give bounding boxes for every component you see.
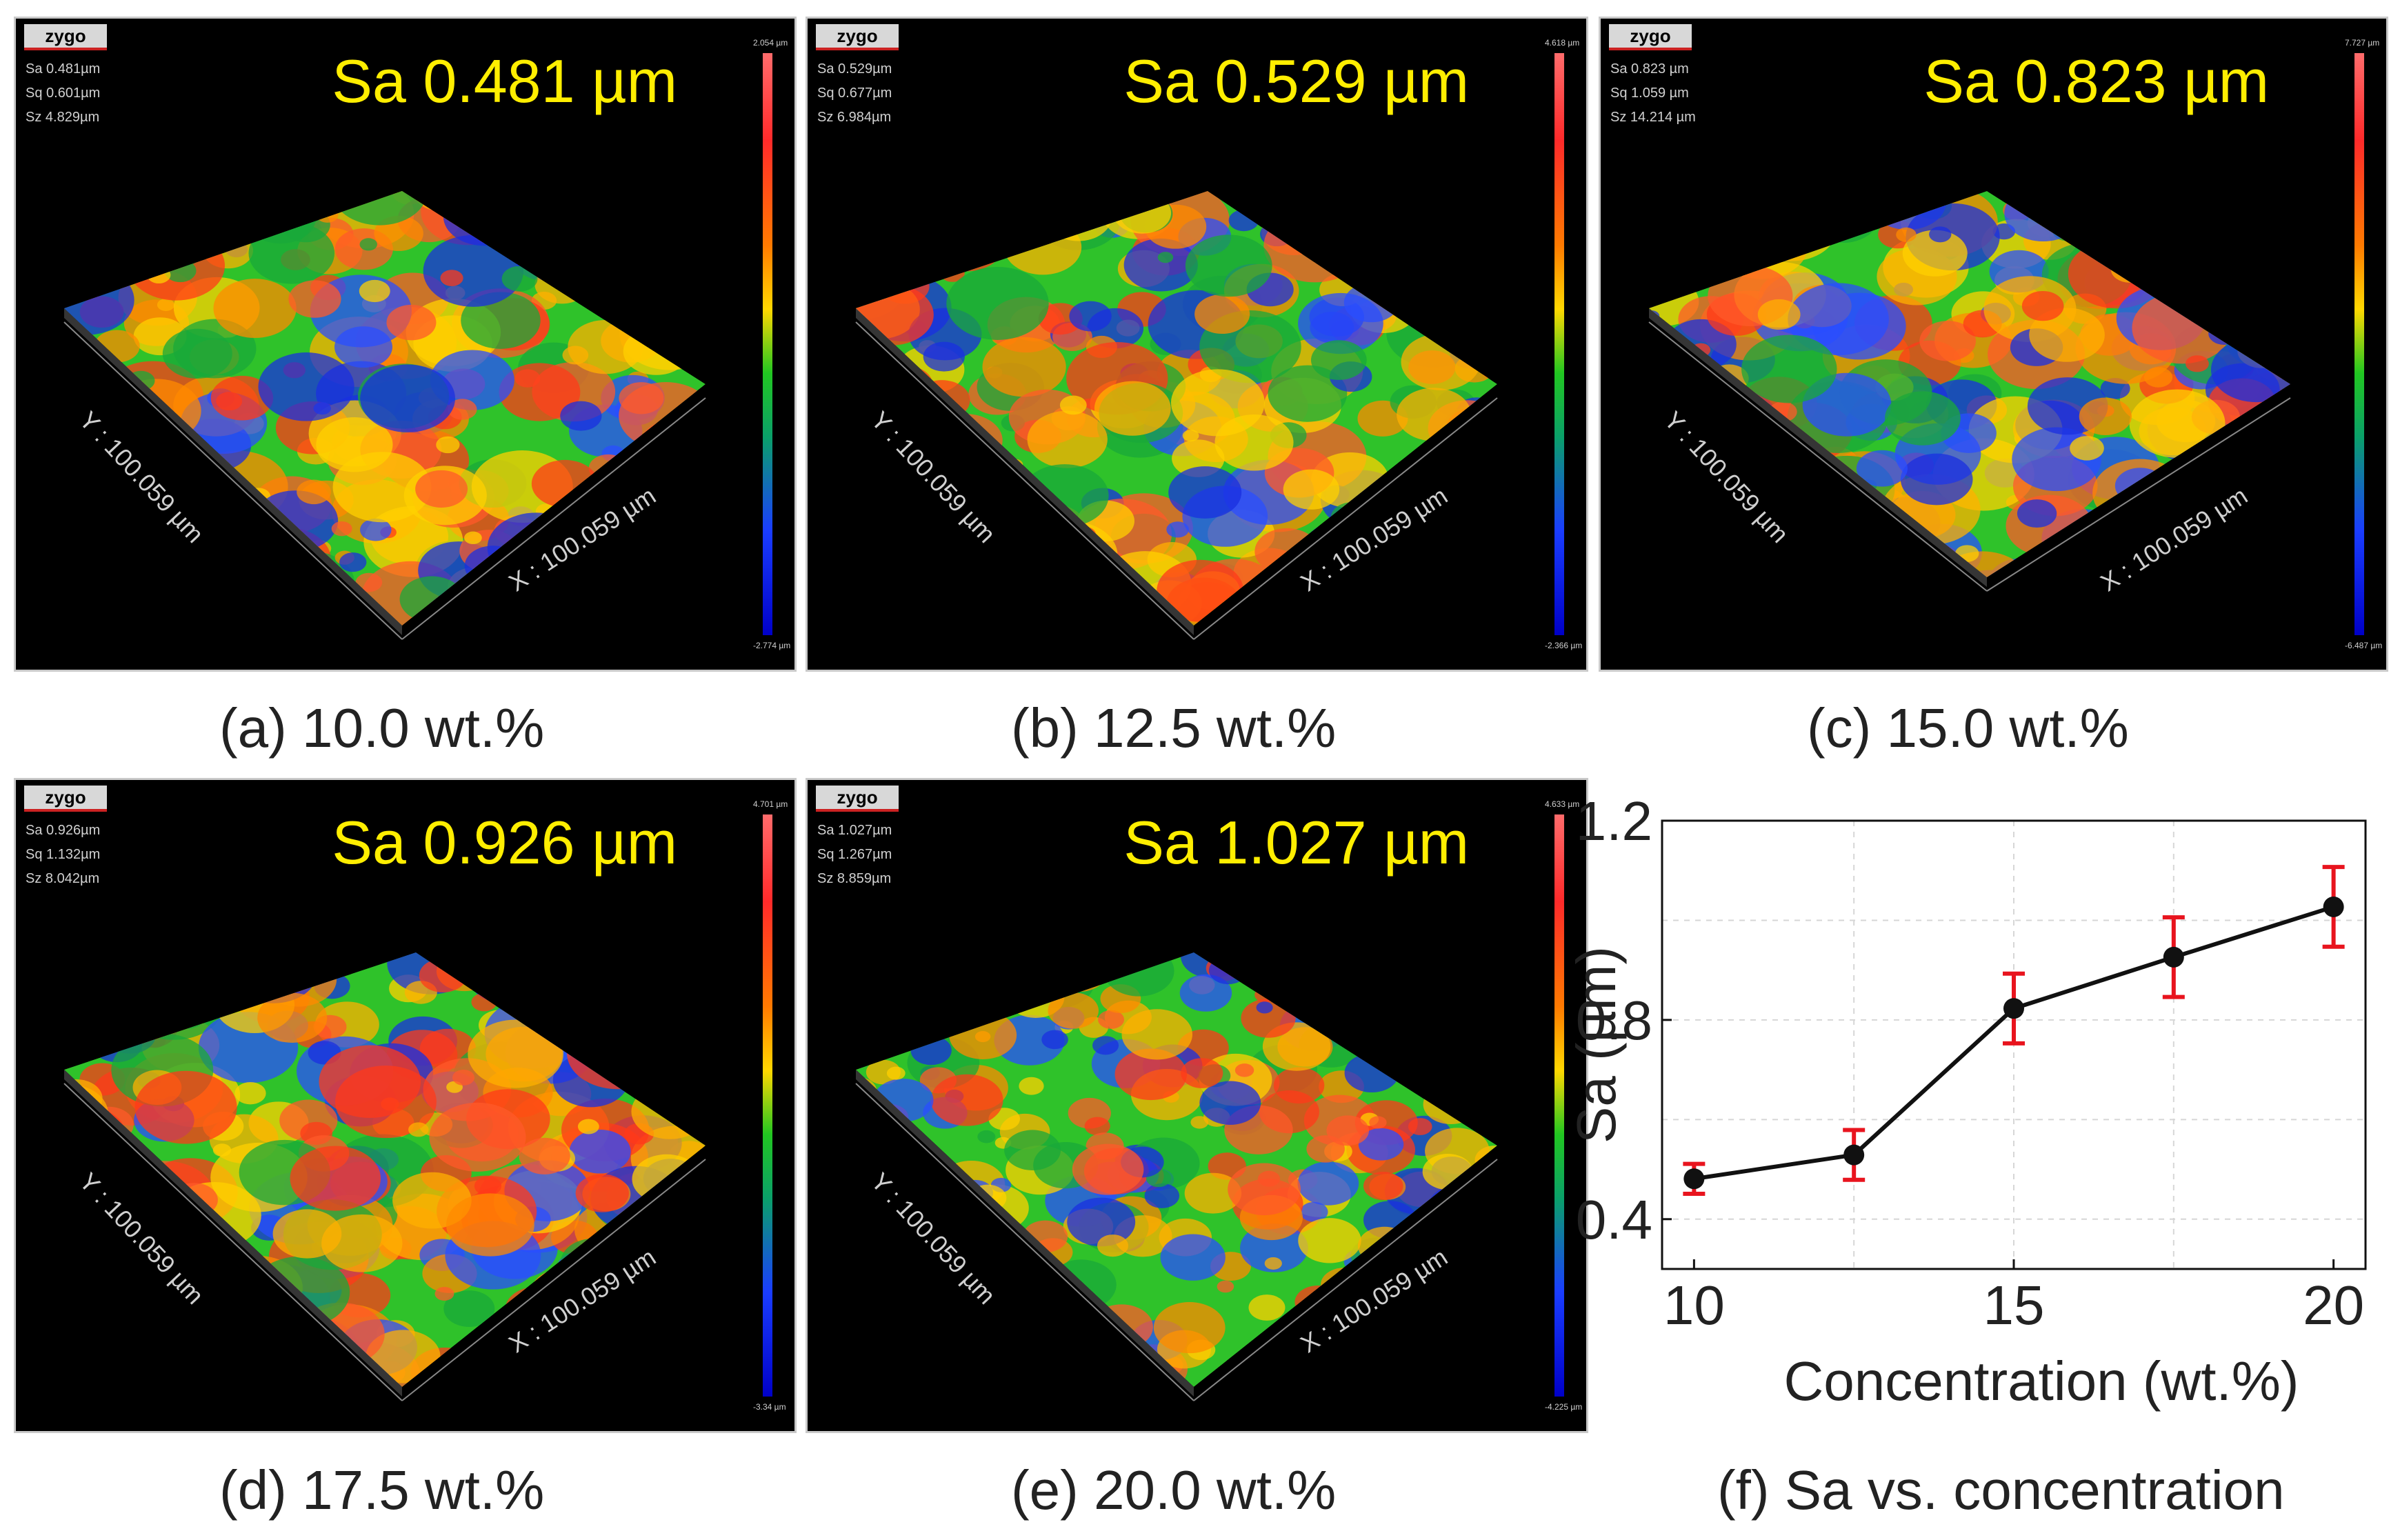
y-axis-title: Sa (µm) xyxy=(1566,946,1627,1143)
stat-line: Sa 0.926µm xyxy=(26,823,101,838)
stat-line: Sz 14.214 µm xyxy=(1610,110,1696,125)
color-scale-min: -2.774 µm xyxy=(753,641,791,650)
stat-line: Sq 1.059 µm xyxy=(1610,86,1689,101)
color-scale-min: -6.487 µm xyxy=(2345,641,2383,650)
stat-line: Sq 1.267µm xyxy=(817,847,892,862)
data-point xyxy=(1843,1144,1865,1166)
sa-value-label: Sa 0.926 µm xyxy=(332,808,677,877)
stat-line: Sq 0.601µm xyxy=(26,86,101,101)
surface-plot xyxy=(1648,191,2291,592)
color-scale-max: 4.618 µm xyxy=(1545,38,1580,48)
color-scale-bar xyxy=(1554,814,1564,1397)
color-scale-bar xyxy=(2354,53,2364,635)
color-scale-bar xyxy=(1554,53,1564,635)
surface-panel-d: zygo Sa 0.926µm Sq 1.132µm Sz 8.042µm Sa 0.9… xyxy=(14,778,797,1433)
caption-a: (a) 10.0 wt.% xyxy=(219,697,545,759)
stat-line: Sz 8.859µm xyxy=(817,871,892,886)
color-scale-max: 7.727 µm xyxy=(2345,38,2380,48)
sa-value-label: Sa 0.823 µm xyxy=(1923,47,2269,115)
stat-line: Sz 6.984µm xyxy=(817,110,892,125)
color-scale-min: -3.34 µm xyxy=(753,1402,786,1412)
zygo-logo: zygo xyxy=(816,786,899,812)
zygo-logo: zygo xyxy=(24,786,107,812)
surface-plot xyxy=(63,191,706,640)
stats-block: Sa 0.529µm Sq 0.677µm Sz 6.984µm xyxy=(817,57,892,130)
surface-panel-b: zygo Sa 0.529µm Sq 0.677µm Sz 6.984µm Sa 0.5… xyxy=(806,17,1588,672)
data-point xyxy=(2003,998,2024,1019)
color-scale-min: -2.366 µm xyxy=(1545,641,1583,650)
y-tick-label: 1.2 xyxy=(1576,790,1652,852)
surface-plot xyxy=(855,191,1498,640)
stat-line: Sa 0.823 µm xyxy=(1610,61,1689,77)
caption-d: (d) 17.5 wt.% xyxy=(219,1459,545,1521)
caption-e: (e) 20.0 wt.% xyxy=(1011,1459,1337,1521)
surface-panel-e: zygo Sa 1.027µm Sq 1.267µm Sz 8.859µm Sa 1.0… xyxy=(806,778,1588,1433)
stats-block: Sa 0.823 µm Sq 1.059 µm Sz 14.214 µm xyxy=(1610,57,1696,130)
sa-value-label: Sa 1.027 µm xyxy=(1123,808,1469,877)
x-tick-label: 15 xyxy=(1983,1274,2045,1336)
surface-panel-c: zygo Sa 0.823 µm Sq 1.059 µm Sz 14.214 µm Sa… xyxy=(1599,17,2388,672)
sa-value-label: Sa 0.481 µm xyxy=(332,47,677,115)
surface-panel-a: zygo Sa 0.481µm Sq 0.601µm Sz 4.829µm Sa 0.4… xyxy=(14,17,797,672)
color-scale-max: 4.701 µm xyxy=(753,799,788,809)
sa-vs-concentration-chart: 10 15 20 0.4 0.8 1.2 Concentration (wt.%) Sa (µ… xyxy=(1566,790,2367,1412)
x-tick-label: 20 xyxy=(2303,1274,2364,1336)
stat-line: Sq 1.132µm xyxy=(26,847,101,862)
y-tick-label: 0.4 xyxy=(1576,1189,1652,1250)
stat-line: Sa 0.481µm xyxy=(26,61,101,77)
caption-f: (f) Sa vs. concentration xyxy=(1717,1459,2285,1521)
color-scale-max: 4.633 µm xyxy=(1545,799,1580,809)
zygo-logo: zygo xyxy=(1609,24,1692,50)
color-scale-bar xyxy=(763,814,772,1397)
sa-value-label: Sa 0.529 µm xyxy=(1123,47,1469,115)
color-scale-max: 2.054 µm xyxy=(753,38,788,48)
color-scale-min: -4.225 µm xyxy=(1545,1402,1583,1412)
data-point xyxy=(2323,896,2344,917)
stats-block: Sa 0.481µm Sq 0.601µm Sz 4.829µm xyxy=(26,57,100,130)
stat-line: Sq 0.677µm xyxy=(817,86,892,101)
stat-line: Sz 8.042µm xyxy=(26,871,100,886)
x-tick-label: 10 xyxy=(1663,1274,1725,1336)
zygo-logo: zygo xyxy=(24,24,107,50)
caption-c: (c) 15.0 wt.% xyxy=(1807,697,2129,759)
caption-b: (b) 12.5 wt.% xyxy=(1011,697,1337,759)
surface-plot xyxy=(63,952,706,1401)
stat-line: Sz 4.829µm xyxy=(26,110,100,125)
x-axis-title: Concentration (wt.%) xyxy=(1784,1350,2299,1412)
color-scale-bar xyxy=(763,53,772,635)
stat-line: Sa 1.027µm xyxy=(817,823,892,838)
zygo-logo: zygo xyxy=(816,24,899,50)
data-point xyxy=(2163,946,2184,968)
stats-block: Sa 1.027µm Sq 1.267µm Sz 8.859µm xyxy=(817,819,892,891)
y-tick-label: 0.8 xyxy=(1576,990,1652,1051)
data-point xyxy=(1683,1168,1705,1190)
stat-line: Sa 0.529µm xyxy=(817,61,892,77)
stats-block: Sa 0.926µm Sq 1.132µm Sz 8.042µm xyxy=(26,819,100,891)
surface-plot xyxy=(855,952,1498,1401)
